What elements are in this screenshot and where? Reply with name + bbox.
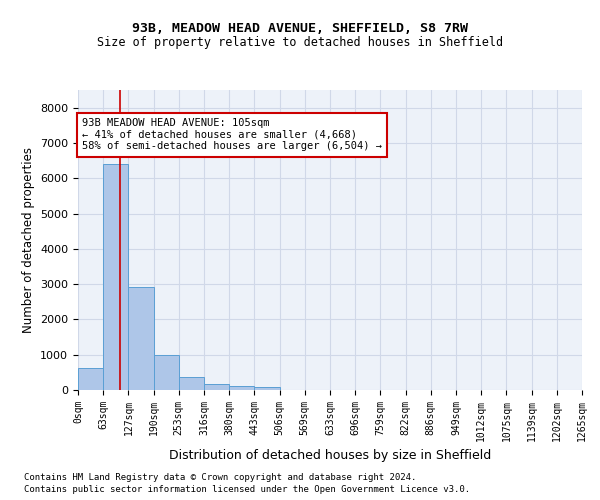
Bar	[204, 384, 229, 390]
Text: Contains HM Land Registry data © Crown copyright and database right 2024.: Contains HM Land Registry data © Crown c…	[24, 472, 416, 482]
Bar	[254, 387, 280, 390]
Text: 93B, MEADOW HEAD AVENUE, SHEFFIELD, S8 7RW: 93B, MEADOW HEAD AVENUE, SHEFFIELD, S8 7…	[132, 22, 468, 36]
Bar	[78, 368, 103, 390]
Bar	[128, 287, 154, 390]
X-axis label: Distribution of detached houses by size in Sheffield: Distribution of detached houses by size …	[169, 449, 491, 462]
Text: 93B MEADOW HEAD AVENUE: 105sqm
← 41% of detached houses are smaller (4,668)
58% : 93B MEADOW HEAD AVENUE: 105sqm ← 41% of …	[82, 118, 382, 152]
Bar	[229, 386, 254, 390]
Text: Contains public sector information licensed under the Open Government Licence v3: Contains public sector information licen…	[24, 485, 470, 494]
Bar	[154, 354, 179, 390]
Text: Size of property relative to detached houses in Sheffield: Size of property relative to detached ho…	[97, 36, 503, 49]
Y-axis label: Number of detached properties: Number of detached properties	[22, 147, 35, 333]
Bar	[103, 164, 128, 390]
Bar	[179, 376, 204, 390]
